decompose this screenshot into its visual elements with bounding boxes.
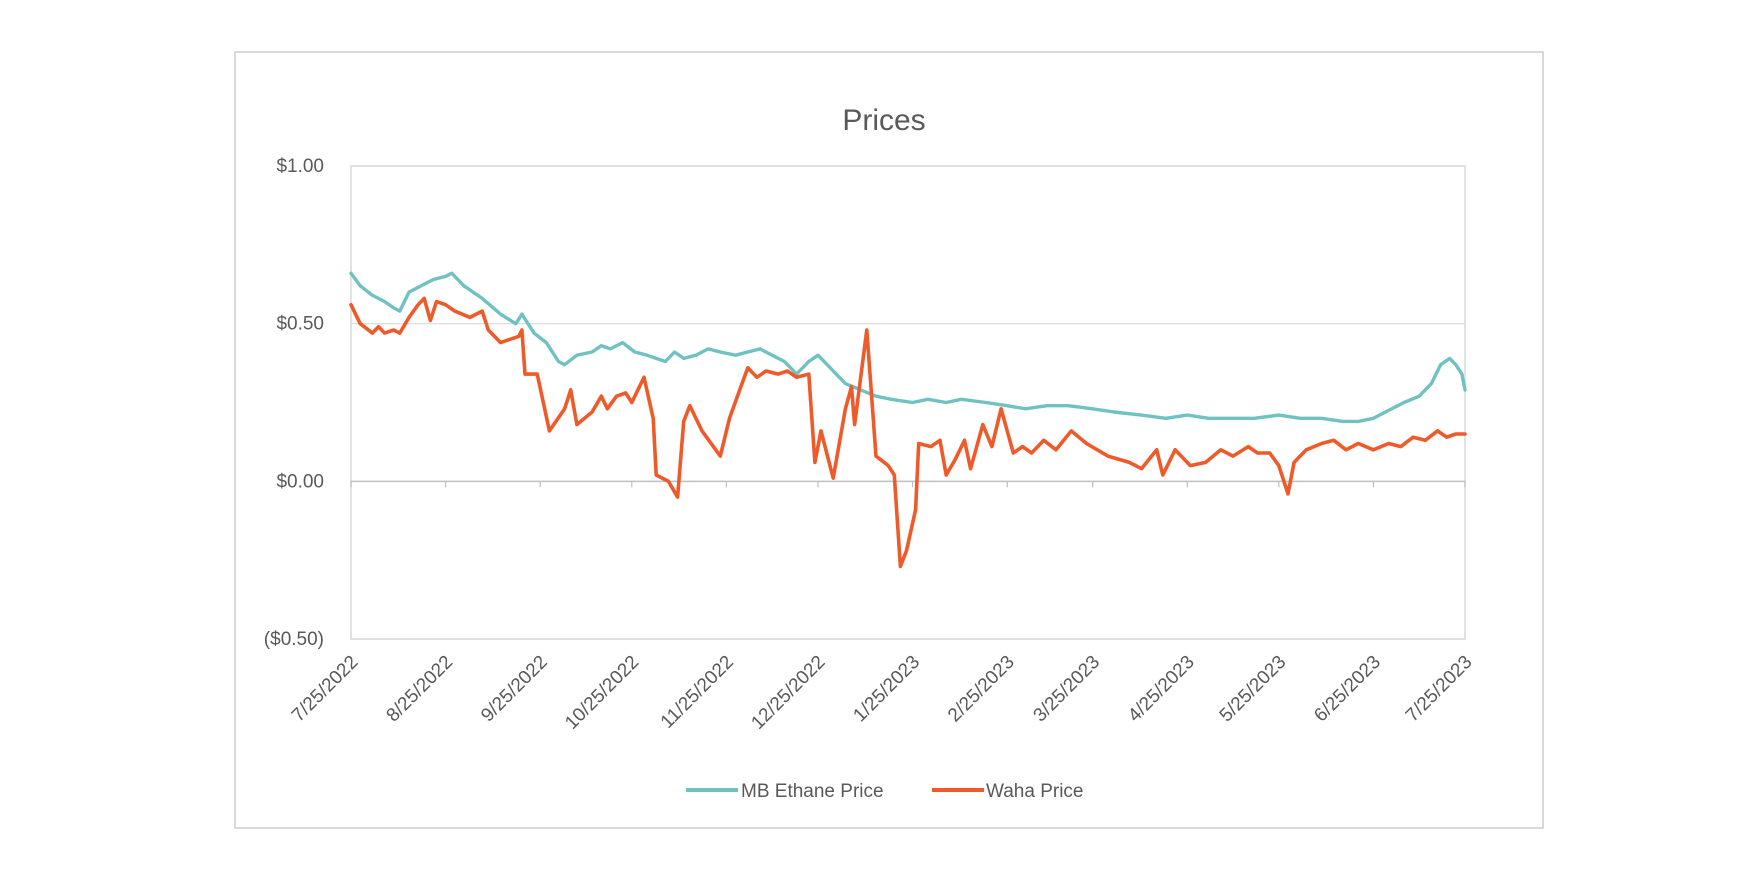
legend: MB Ethane Price Waha Price (686, 781, 1084, 802)
y-axis-tick-labels: $1.00 $0.50 $0.00 ($0.50) (264, 156, 324, 650)
x-tick-label: 11/25/2022 (657, 652, 738, 733)
x-tick-label: 7/25/2022 (288, 652, 363, 727)
y-tick-label: ($0.50) (264, 629, 324, 650)
chart-frame (234, 51, 1544, 829)
x-tick-label: 7/25/2023 (1402, 652, 1477, 727)
legend-label: Waha Price (986, 781, 1084, 802)
y-tick-label: $0.50 (276, 314, 324, 335)
grid-layer (350, 165, 1466, 640)
y-tick-label: $1.00 (276, 156, 324, 177)
x-tick-label: 3/25/2023 (1030, 652, 1105, 727)
x-tick-label: 5/25/2023 (1216, 652, 1291, 727)
x-tick-label: 12/25/2022 (747, 652, 829, 734)
x-tick-label: 2/25/2023 (944, 652, 1019, 727)
x-tick-label: 4/25/2023 (1124, 652, 1199, 727)
legend-label: MB Ethane Price (741, 781, 884, 802)
y-tick-label: $0.00 (276, 471, 324, 492)
series-layer (349, 271, 1467, 569)
chart-title: Prices (842, 104, 925, 137)
x-tick-label: 8/25/2022 (383, 652, 458, 727)
series-line-mb-ethane (349, 271, 1467, 424)
x-tick-label: 9/25/2022 (477, 652, 552, 727)
x-tick-label: 1/25/2023 (849, 652, 924, 727)
x-tick-label: 6/25/2023 (1310, 652, 1385, 727)
x-tick-label: 10/25/2022 (561, 652, 643, 734)
series-line-waha (349, 296, 1467, 569)
x-axis-tick-labels: 7/25/2022 8/25/2022 9/25/2022 10/25/2022 11/… (288, 652, 1477, 734)
